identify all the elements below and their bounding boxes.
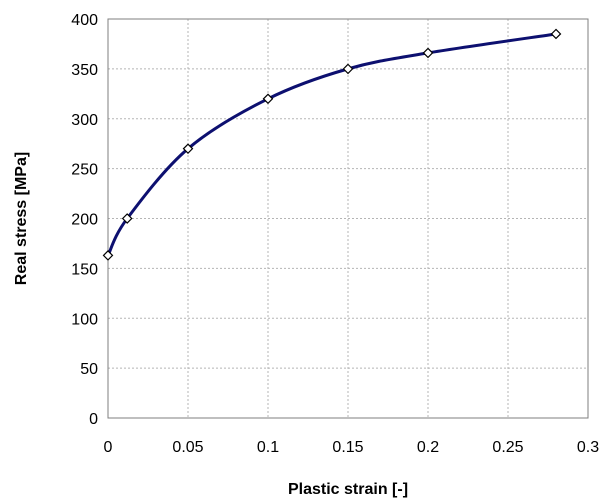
x-tick-label: 0.25 (492, 439, 523, 456)
data-point-marker (262, 93, 274, 105)
y-tick-label: 200 (71, 212, 98, 229)
y-tick-label: 0 (89, 411, 98, 428)
x-tick-label: 0.15 (332, 439, 363, 456)
data-point-marker (342, 63, 354, 75)
y-tick-label: 50 (80, 361, 98, 378)
data-point-marker (102, 250, 114, 261)
data-point-marker (182, 143, 194, 155)
x-tick-labels: 0 0.05 0.1 0.15 0.2 0.25 0.3 (104, 439, 600, 456)
data-point-marker (422, 47, 434, 59)
y-axis-title: Real stress [MPa] (13, 152, 30, 285)
plot-area-frame (107, 18, 589, 419)
x-tick-label: 0.05 (172, 439, 203, 456)
data-markers (102, 28, 562, 261)
y-tick-label: 300 (71, 112, 98, 129)
x-tick-label: 0.3 (577, 439, 599, 456)
y-tick-label: 400 (71, 12, 98, 29)
series-line (106, 32, 558, 257)
y-tick-label: 250 (71, 162, 98, 179)
x-tick-label: 0 (104, 439, 113, 456)
grid (107, 18, 589, 419)
y-tick-label: 100 (71, 311, 98, 328)
y-tick-labels: 0 50 100 150 200 250 300 350 400 (71, 12, 98, 428)
x-tick-label: 0.1 (257, 439, 279, 456)
data-point-marker (121, 213, 133, 224)
y-tick-label: 150 (71, 261, 98, 278)
data-point-marker (550, 28, 562, 40)
x-axis-title: Plastic strain [-] (288, 481, 408, 498)
x-tick-label: 0.2 (417, 439, 439, 456)
y-tick-label: 350 (71, 62, 98, 79)
